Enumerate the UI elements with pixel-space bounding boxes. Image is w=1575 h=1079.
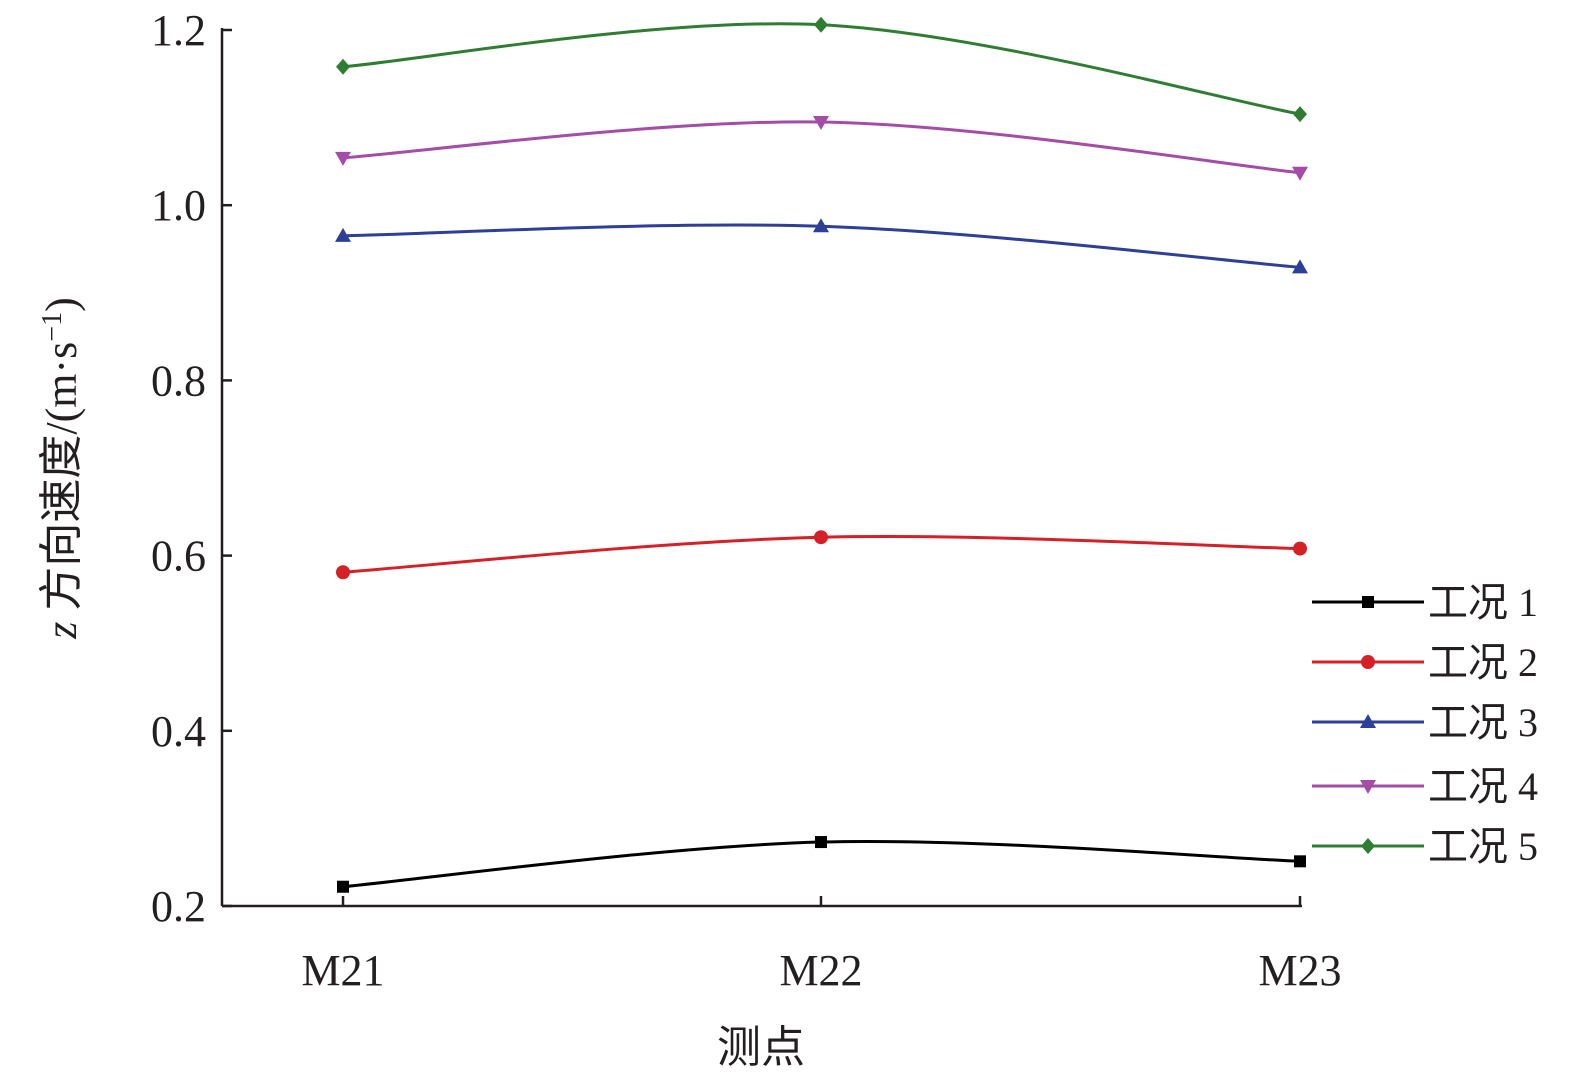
series-line <box>342 120 1301 175</box>
data-point-marker <box>337 880 349 893</box>
series <box>336 16 1307 123</box>
x-tick-label: M23 <box>1258 946 1341 995</box>
y-tick-label: 0.6 <box>151 532 206 581</box>
legend-label: 工况 4 <box>1428 764 1538 809</box>
data-point-marker <box>1292 166 1308 181</box>
y-axis-title-symbol: z <box>37 622 86 640</box>
series <box>335 218 1308 274</box>
data-point-marker <box>1293 541 1307 556</box>
series-line <box>342 22 1301 116</box>
legend-label: 工况 3 <box>1428 700 1538 745</box>
data-point-marker <box>1360 714 1376 728</box>
legend-label: 工况 2 <box>1428 640 1538 685</box>
axes <box>220 28 1302 908</box>
legend-item: 工况 5 <box>1312 824 1538 869</box>
data-point-marker <box>814 16 828 33</box>
y-axis-title-close: ) <box>37 297 86 312</box>
legend-item: 工况 4 <box>1312 764 1538 809</box>
x-axis-title: 测点 <box>717 1023 805 1072</box>
data-point-marker <box>1294 855 1306 868</box>
y-tick-label: 0.4 <box>151 707 206 756</box>
series-lines <box>335 16 1308 893</box>
legend-item: 工况 1 <box>1312 580 1538 625</box>
y-axis-title: z 方向速度/(m·s−1) <box>37 297 87 639</box>
series <box>336 530 1307 580</box>
data-point-marker <box>336 565 350 580</box>
y-ticks: 0.2 0.4 0.6 0.8 1.0 1.2 <box>151 6 232 931</box>
data-point-marker <box>815 836 827 849</box>
data-point-marker <box>335 227 351 242</box>
data-point-marker <box>1293 106 1307 123</box>
data-point-marker <box>1361 655 1375 669</box>
y-tick-label: 0.8 <box>151 356 206 405</box>
y-axis-title-superscript: −1 <box>37 312 68 342</box>
data-point-marker <box>813 218 829 233</box>
series-line <box>342 839 1301 889</box>
data-point-marker <box>1292 259 1308 274</box>
x-tick-label: M22 <box>779 946 862 995</box>
data-point-marker <box>1361 838 1375 854</box>
data-point-marker <box>1362 596 1374 608</box>
series <box>337 836 1306 893</box>
series <box>335 115 1308 181</box>
legend-label: 工况 5 <box>1428 824 1538 869</box>
x-tick-label: M21 <box>301 946 384 995</box>
legend: 工况 1 工况 2 工况 3 工况 4 工况 5 <box>1312 580 1538 869</box>
data-point-marker <box>336 58 350 75</box>
legend-label: 工况 1 <box>1428 580 1538 625</box>
data-point-marker <box>814 530 828 545</box>
y-tick-label: 0.2 <box>151 882 206 931</box>
y-tick-label: 1.0 <box>151 181 206 230</box>
data-point-marker <box>813 115 829 130</box>
legend-item: 工况 3 <box>1312 700 1538 745</box>
x-ticks: M21 M22 M23 <box>301 896 1342 995</box>
y-tick-label: 1.2 <box>151 6 206 55</box>
legend-item: 工况 2 <box>1312 640 1538 685</box>
data-point-marker <box>335 151 351 166</box>
y-axis-title-text: 方向速度/(m·s <box>37 342 86 622</box>
data-point-marker <box>1360 780 1376 794</box>
